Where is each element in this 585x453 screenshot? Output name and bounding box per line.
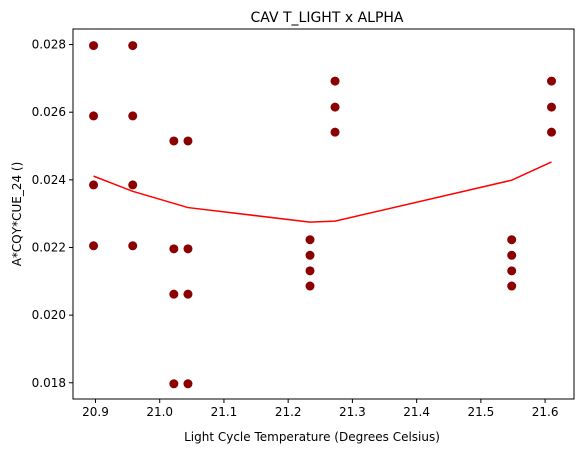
scatter-point bbox=[507, 266, 517, 276]
scatter-point bbox=[547, 127, 557, 137]
y-tick-label: 0.022 bbox=[32, 240, 66, 254]
axes-frame bbox=[72, 28, 575, 400]
scatter-point bbox=[507, 235, 517, 245]
scatter-point bbox=[183, 289, 193, 299]
scatter-point bbox=[89, 41, 99, 51]
scatter-point bbox=[183, 379, 193, 389]
scatter-point bbox=[330, 127, 340, 137]
y-tick-label: 0.024 bbox=[32, 173, 66, 187]
scatter-point bbox=[89, 180, 99, 190]
scatter-point bbox=[169, 136, 179, 146]
scatter-point bbox=[183, 136, 193, 146]
x-tick-label: 21.5 bbox=[468, 405, 495, 419]
x-tick-label: 21.4 bbox=[403, 405, 430, 419]
x-tick-label: 21.1 bbox=[211, 405, 238, 419]
scatter-point bbox=[547, 102, 557, 112]
scatter-point bbox=[169, 244, 179, 254]
x-axis-label: Light Cycle Temperature (Degrees Celsius… bbox=[184, 430, 440, 444]
scatter-point bbox=[169, 289, 179, 299]
plot-area bbox=[89, 41, 557, 389]
scatter-point bbox=[305, 250, 315, 260]
scatter-point bbox=[128, 241, 138, 251]
y-axis-label: A*CQY*CUE_24 () bbox=[10, 162, 24, 267]
scatter-point bbox=[128, 41, 138, 51]
x-tick-label: 21.6 bbox=[532, 405, 559, 419]
scatter-point bbox=[128, 180, 138, 190]
y-tick-label: 0.026 bbox=[32, 105, 66, 119]
scatter-point bbox=[305, 235, 315, 245]
scatter-point bbox=[305, 281, 315, 291]
x-tick-label: 21.2 bbox=[275, 405, 302, 419]
y-tick-label: 0.028 bbox=[32, 38, 66, 52]
trend-line bbox=[93, 161, 552, 223]
scatter-point bbox=[89, 111, 99, 121]
scatter-point bbox=[183, 244, 193, 254]
scatter-point bbox=[507, 250, 517, 260]
scatter-point bbox=[330, 102, 340, 112]
x-axis: 20.9 21.0 21.1 21.2 21.3 21.4 21.5 21.6 bbox=[82, 399, 558, 419]
scatter-point bbox=[507, 281, 517, 291]
y-tick-label: 0.018 bbox=[32, 376, 66, 390]
y-tick-label: 0.020 bbox=[32, 308, 66, 322]
chart-title: CAV T_LIGHT x ALPHA bbox=[250, 10, 403, 26]
scatter-point bbox=[128, 111, 138, 121]
scatter-point bbox=[89, 241, 99, 251]
x-tick-label: 20.9 bbox=[82, 405, 109, 419]
x-tick-label: 21.0 bbox=[146, 405, 173, 419]
scatter-point bbox=[169, 379, 179, 389]
scatter-point bbox=[330, 76, 340, 86]
scatter-point bbox=[305, 266, 315, 276]
x-tick-label: 21.3 bbox=[339, 405, 366, 419]
y-axis: 0.018 0.020 0.022 0.024 0.026 0.028 bbox=[32, 38, 73, 390]
scatter-point bbox=[547, 76, 557, 86]
